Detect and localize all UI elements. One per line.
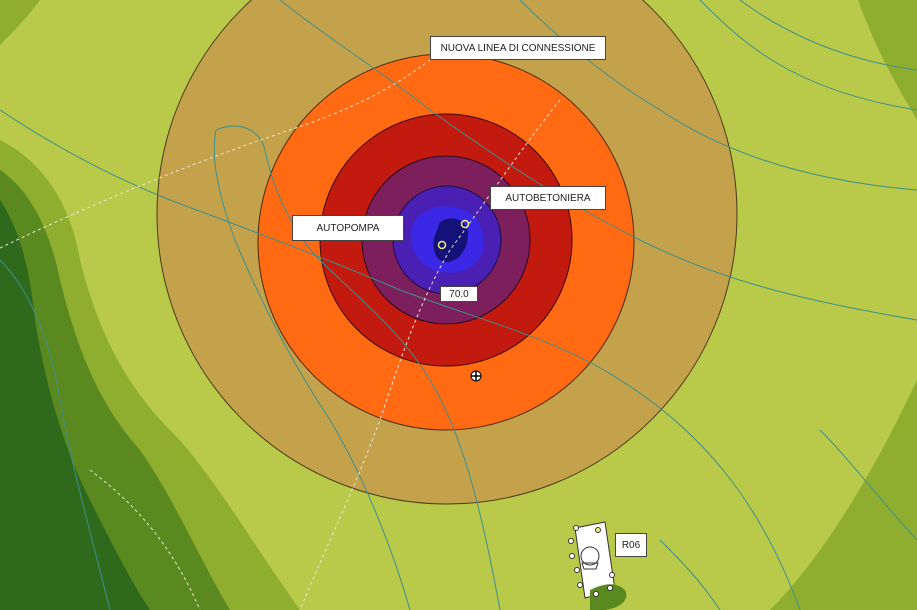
label-center-value: 70.0 (440, 286, 478, 302)
terrain-patch-top-right (858, 0, 917, 120)
contour-line-5 (215, 125, 501, 610)
source-marker-autobetoniera[interactable] (460, 219, 470, 229)
label-autopompa: AUTOPOMPA (292, 215, 404, 241)
terrain-patch-top-left (0, 0, 40, 45)
label-connection-line: NUOVA LINEA DI CONNESSIONE (430, 36, 606, 60)
contour-line-6 (213, 129, 411, 610)
connection-line-dashed-3 (89, 469, 201, 610)
crosshair-marker[interactable] (470, 370, 482, 382)
contour-line-8 (0, 259, 111, 610)
terrain-patch-bottom-right (770, 380, 917, 610)
label-receptor-r06: R06 (615, 533, 647, 557)
connection-line-dashed (0, 59, 431, 249)
contour-line-2 (699, 0, 917, 111)
contour-line-4 (0, 109, 801, 610)
terrain-band-left-deep (0, 200, 150, 610)
contour-line-10 (819, 429, 917, 541)
noise-zone-navy (433, 218, 468, 262)
label-autobetoniera: AUTOBETONIERA (490, 186, 606, 210)
contour-line-9 (659, 539, 721, 610)
source-marker-autopompa[interactable] (437, 240, 447, 250)
receptor-r06-building[interactable] (568, 521, 627, 610)
contour-line-3 (739, 0, 917, 71)
connection-line-dashed-2 (299, 99, 561, 610)
